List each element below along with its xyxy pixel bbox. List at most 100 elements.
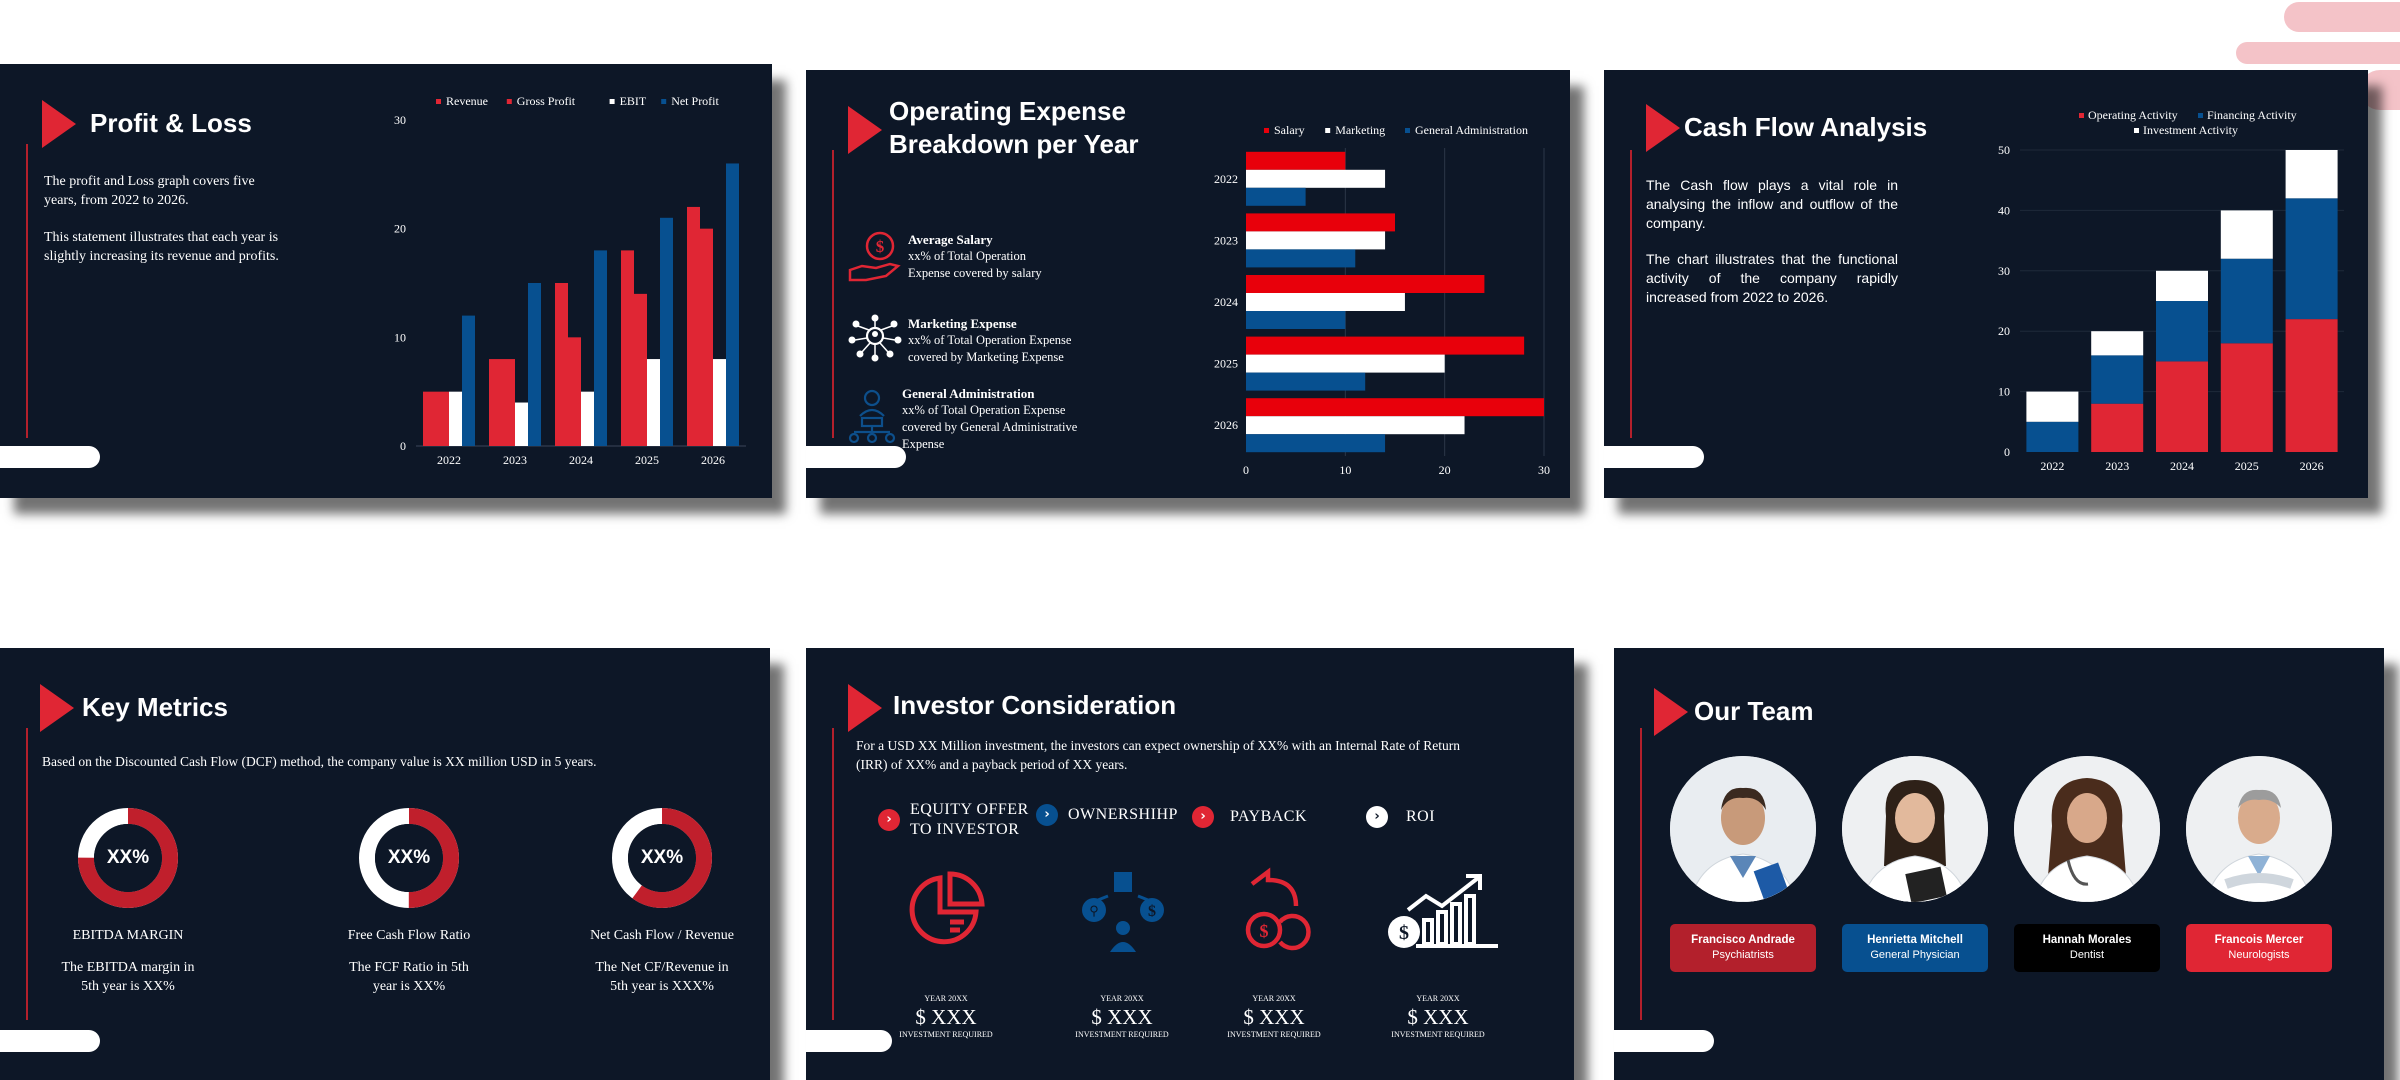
investment-amount: $ XXX (1243, 1005, 1305, 1029)
point-label: TO INVESTOR (910, 821, 1020, 838)
donut-hole (628, 824, 696, 892)
bar (1246, 336, 1525, 355)
bar-segment (2220, 343, 2273, 452)
bar (647, 359, 660, 446)
y-tick-label: 2022 (1214, 172, 1238, 186)
chevron-right-icon: › (1192, 806, 1214, 828)
feature-administration: General Administration xx% of Total Oper… (846, 384, 1106, 456)
feature-line: covered by General Administrative (902, 420, 1078, 434)
donut-chart (359, 808, 459, 908)
x-tick-label: 30 (1538, 463, 1550, 477)
slide-paragraph: The chart illustrates that the functiona… (1646, 251, 1898, 305)
bar-segment (2091, 403, 2144, 452)
bar (1246, 213, 1395, 232)
feature-line: Expense (902, 437, 945, 451)
metric-desc: year is XX% (372, 979, 446, 994)
slide-investor[interactable]: Investor Consideration For a USD XX Mill… (806, 648, 1574, 1080)
svg-text:$: $ (1399, 922, 1409, 944)
slide-intro: For a USD XX Million investment, the inv… (856, 738, 1460, 753)
avatar (2186, 756, 2332, 902)
svg-text:$: $ (1260, 921, 1269, 941)
legend-label: Marketing (1335, 123, 1385, 137)
point-roi[interactable]: › ROI (1366, 806, 1435, 828)
y-tick-label: 20 (394, 222, 406, 236)
legend-swatch (1325, 128, 1331, 133)
member-name: Francisco Andrade (1691, 934, 1795, 946)
feature-title: Marketing Expense (908, 316, 1017, 331)
feature-salary: $ Average Salary xx% of Total Operation … (846, 230, 1106, 290)
legend-swatch (609, 99, 615, 104)
bar (1246, 293, 1405, 311)
x-tick-label: 2024 (2170, 459, 2194, 473)
member-name: Hannah Morales (2042, 934, 2132, 946)
title-triangle-icon (1654, 688, 1688, 736)
growth-chart-icon: $ (1388, 874, 1498, 948)
member-name: Henrietta Mitchell (1867, 934, 1963, 946)
slide-cash-flow[interactable]: Cash Flow Analysis The Cash flow plays a… (1604, 70, 2368, 498)
bar (423, 391, 436, 446)
y-tick-label: 40 (1998, 203, 2010, 217)
investment-amount: $ XXX (915, 1005, 977, 1029)
title-triangle-icon (848, 684, 882, 732)
x-tick-label: 2022 (2040, 459, 2064, 473)
slide-key-metrics[interactable]: Key Metrics Based on the Discounted Cash… (0, 648, 770, 1080)
legend-swatch (1264, 128, 1269, 133)
bar (1246, 187, 1306, 206)
investment-card: YEAR 20XX $ XXX INVESTMENT REQUIRED (1368, 994, 1508, 1040)
y-tick-label: 2024 (1214, 295, 1238, 309)
slide-intro: Based on the Discounted Cash Flow (DCF) … (42, 754, 597, 769)
avatar (1842, 756, 1988, 902)
slide-title: Investor Consideration (893, 690, 1177, 720)
point-ownership[interactable]: › OWNERSHIHP (1036, 804, 1178, 826)
slide-paragraph: The Cash flow plays a vital role in anal… (1646, 177, 1898, 231)
donut-hole (375, 824, 443, 892)
member-role: General Physician (1870, 949, 1960, 961)
legend-swatch (436, 99, 441, 104)
metric-desc: 5th year is XX% (81, 979, 175, 994)
team-badge: Francisco Andrade Psychiatrists (1670, 924, 1816, 972)
bar (1246, 372, 1366, 391)
bar (594, 250, 607, 446)
bar (1246, 434, 1386, 453)
bar-segment (2220, 210, 2273, 259)
bar (555, 283, 568, 446)
x-tick-label: 10 (1339, 463, 1351, 477)
x-tick-label: 0 (1243, 463, 1249, 477)
metric-label: Net Cash Flow / Revenue (590, 928, 734, 943)
point-equity-offer[interactable]: › EQUITY OFFER TO INVESTOR (878, 800, 1029, 840)
donut-chart (612, 808, 712, 908)
metric-desc: The Net CF/Revenue in (595, 960, 729, 975)
title-triangle-icon (40, 684, 74, 732)
slide-title: Cash Flow Analysis (1684, 112, 1928, 142)
metric-label: Free Cash Flow Ratio (347, 928, 471, 943)
x-tick-label: 2024 (569, 453, 593, 467)
bar (528, 283, 541, 446)
bar-segment (2156, 270, 2208, 301)
y-tick-label: 2023 (1214, 233, 1238, 247)
bar-segment (2285, 150, 2338, 199)
slide-our-team[interactable]: Our Team (1614, 648, 2384, 1080)
slide-pill (1614, 1030, 1714, 1052)
slide-paragraph: This statement illustrates that each yea… (44, 230, 279, 264)
slide-operating-expense[interactable]: Operating Expense Breakdown per Year $ A… (806, 70, 1570, 498)
bar-segment (2285, 198, 2338, 320)
slide-profit-loss[interactable]: Profit & Loss The profit and Loss graph … (0, 64, 772, 498)
point-payback[interactable]: › PAYBACK (1192, 806, 1307, 828)
metric-desc: The EBITDA margin in (61, 960, 195, 975)
investment-year: YEAR 20XX (1416, 994, 1460, 1003)
bar (1246, 416, 1465, 435)
bar (713, 359, 726, 446)
doctor-portrait-icon (2186, 756, 2332, 902)
legend-label: General Administration (1415, 123, 1528, 137)
x-tick-label: 2025 (2235, 459, 2259, 473)
x-tick-label: 2023 (2105, 459, 2129, 473)
bar (436, 391, 449, 446)
administration-org-icon (848, 389, 896, 444)
bar (1246, 354, 1445, 373)
member-name: Francois Mercer (2214, 934, 2304, 946)
x-tick-label: 2023 (503, 453, 527, 467)
slide-pill (806, 1030, 892, 1052)
feature-line: covered by Marketing Expense (908, 350, 1064, 364)
bar (1246, 398, 1544, 417)
investment-year: YEAR 20XX (1252, 994, 1296, 1003)
